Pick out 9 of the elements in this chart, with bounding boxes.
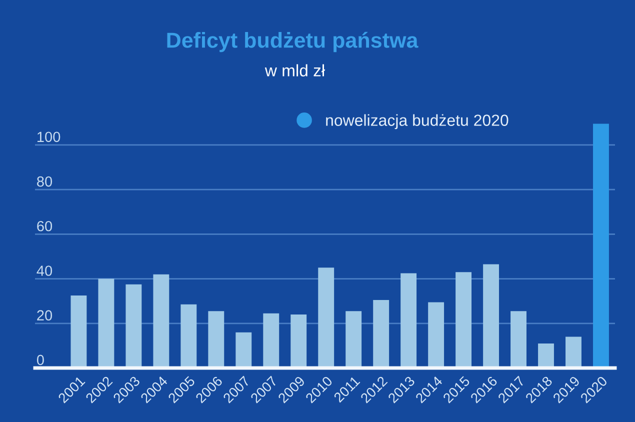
- text: w mld zł: [264, 64, 325, 76]
- y-tick-label: 40: [36, 266, 52, 276]
- legend-label: nowelizacja budżetu 2020: [326, 114, 508, 130]
- y-tick-label: 100: [38, 132, 60, 142]
- y-tick-label: 0: [36, 354, 44, 366]
- y-tick-label: 20: [37, 310, 52, 321]
- y-tick-label: 80: [37, 176, 52, 187]
- text: Deficyt budżetu państwa: [167, 32, 418, 52]
- y-tick-label: 60: [37, 220, 52, 232]
